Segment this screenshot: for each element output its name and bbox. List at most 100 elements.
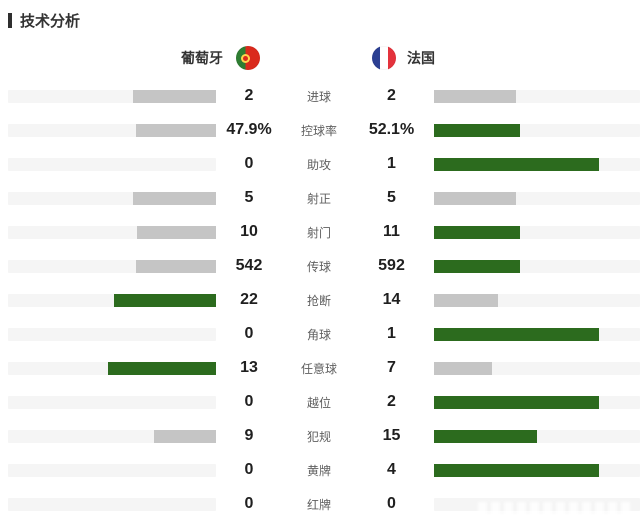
away-bar-fill <box>434 225 521 239</box>
away-bar-track <box>434 429 640 443</box>
home-stat-value: 542 <box>235 257 263 274</box>
stat-label: 黄牌 <box>306 463 331 478</box>
away-team: 法国 <box>320 46 640 70</box>
title-marker <box>8 12 12 28</box>
away-bar-fill <box>434 395 599 409</box>
stat-label: 红牌 <box>306 497 331 512</box>
home-bar-track <box>8 497 216 511</box>
stat-label: 射门 <box>306 225 331 240</box>
portugal-flag-icon <box>236 46 260 70</box>
away-stat-value: 1 <box>387 325 396 342</box>
away-team-name: 法国 <box>407 50 435 66</box>
home-bar-track <box>8 395 216 409</box>
stat-row: 0 越位 2 <box>0 385 640 419</box>
home-bar-track <box>8 89 216 103</box>
away-bar-fill <box>434 327 599 341</box>
stat-row: 0 黄牌 4 <box>0 453 640 487</box>
home-stat-value: 0 <box>244 393 254 410</box>
away-stat-value: 0 <box>387 495 396 512</box>
stat-row: 9 犯规 15 <box>0 419 640 453</box>
home-stat-value: 0 <box>244 461 254 478</box>
stat-label: 控球率 <box>300 123 337 138</box>
home-stat-value: 47.9% <box>226 121 272 138</box>
stat-label: 进球 <box>306 89 331 104</box>
home-bar-track <box>8 463 216 477</box>
home-stat-value: 0 <box>244 495 254 512</box>
away-bar-fill <box>434 89 517 103</box>
stat-row: 10 射门 11 <box>0 215 640 249</box>
home-stat-value: 0 <box>244 155 254 172</box>
away-stat-value: 2 <box>387 393 396 410</box>
stat-row: 13 任意球 7 <box>0 351 640 385</box>
away-bar-track <box>434 157 640 171</box>
home-team-name: 葡萄牙 <box>181 50 223 66</box>
home-bar-track <box>8 327 216 341</box>
away-stat-value: 592 <box>378 257 405 274</box>
away-bar-track <box>434 259 640 273</box>
stat-label: 越位 <box>306 395 331 410</box>
page-title: 技术分析 <box>20 12 81 30</box>
home-bar-fill <box>153 429 216 443</box>
stat-row: 542 传球 592 <box>0 249 640 283</box>
stat-row: 0 助攻 1 <box>0 147 640 181</box>
away-bar-fill <box>434 157 599 171</box>
home-bar-fill <box>136 259 216 273</box>
away-bar-track <box>434 361 640 375</box>
stat-row: 47.9% 控球率 52.1% <box>0 113 640 147</box>
home-stat-value: 9 <box>244 427 254 444</box>
stat-label: 犯规 <box>306 429 331 444</box>
stat-row: 0 红牌 0 <box>0 487 640 521</box>
stat-label: 抢断 <box>306 293 331 308</box>
home-bar-fill <box>132 89 216 103</box>
away-bar-fill <box>434 429 537 443</box>
away-bar-track <box>434 395 640 409</box>
home-bar-track <box>8 191 216 205</box>
stat-label: 传球 <box>306 259 331 274</box>
stat-row: 0 角球 1 <box>0 317 640 351</box>
home-bar-fill <box>107 361 216 375</box>
away-stat-value: 4 <box>387 461 396 478</box>
home-bar-track <box>8 123 216 137</box>
stat-label: 射正 <box>306 191 331 206</box>
home-stat-value: 10 <box>240 223 258 240</box>
away-stat-value: 14 <box>382 291 401 308</box>
home-bar-fill <box>136 123 216 137</box>
france-flag-icon <box>372 46 396 70</box>
away-bar-fill <box>434 361 492 375</box>
panel-header: 技术分析 <box>0 0 640 30</box>
home-team: 葡萄牙 <box>0 46 320 70</box>
home-stat-value: 5 <box>244 189 254 206</box>
away-stat-value: 15 <box>382 427 401 444</box>
stat-row: 22 抢断 14 <box>0 283 640 317</box>
home-bar-track <box>8 259 216 273</box>
away-stat-value: 2 <box>387 87 396 104</box>
away-bar-track <box>434 327 640 341</box>
away-bar-track <box>434 123 640 137</box>
home-bar-fill <box>136 225 216 239</box>
home-stat-value: 0 <box>244 325 254 342</box>
away-bar-fill <box>434 463 599 477</box>
stat-row: 2 进球 2 <box>0 79 640 113</box>
away-stat-value: 5 <box>387 189 396 206</box>
away-bar-track <box>434 225 640 239</box>
home-bar-fill <box>114 293 216 307</box>
away-bar-fill <box>434 293 499 307</box>
away-bar-fill <box>434 123 520 137</box>
home-bar-track <box>8 157 216 171</box>
home-bar-track <box>8 429 216 443</box>
stat-label: 任意球 <box>300 361 337 376</box>
home-stat-value: 22 <box>240 291 258 308</box>
away-bar-track <box>434 89 640 103</box>
away-stat-value: 1 <box>387 155 396 172</box>
stat-label: 角球 <box>306 327 331 342</box>
away-bar-fill <box>434 191 517 205</box>
home-stat-value: 2 <box>244 87 254 104</box>
stat-row: 5 射正 5 <box>0 181 640 215</box>
stats-list: 2 进球 2 47.9% 控球率 52.1% 0 助攻 1 5 射正 <box>0 79 640 521</box>
team-header: 葡萄牙 法国 <box>0 45 640 71</box>
away-bar-track <box>434 293 640 307</box>
away-stat-value: 11 <box>383 223 400 240</box>
portugal-emblem-icon <box>241 53 251 63</box>
home-bar-track <box>8 225 216 239</box>
home-stat-value: 13 <box>240 359 258 376</box>
